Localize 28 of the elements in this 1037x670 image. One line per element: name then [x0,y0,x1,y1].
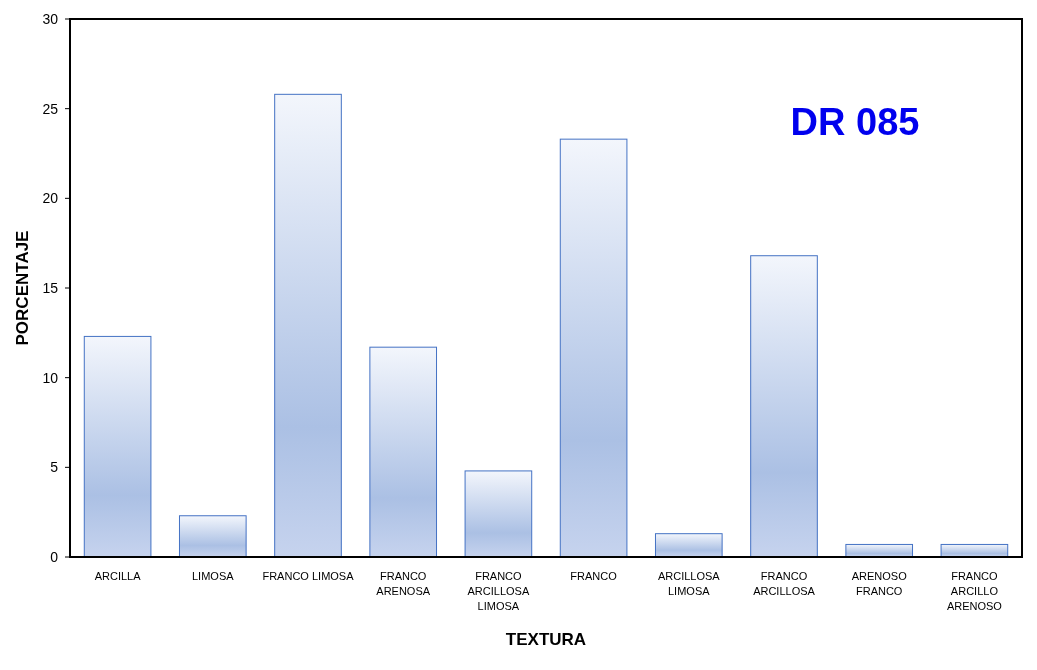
x-tick-label: LIMOSA [192,570,235,582]
y-tick-label: 15 [42,279,59,296]
bar [750,255,818,558]
bar [464,470,533,558]
bar [83,335,152,558]
y-tick-label: 10 [42,369,59,386]
y-tick-label: 25 [42,100,59,117]
x-axis-title: TEXTURA [505,630,587,649]
y-axis-title: PORCENTAJE [13,230,32,346]
x-tick-label: ARCILLOSA LIMOSA [657,570,721,597]
y-tick-label: 0 [50,548,59,565]
x-tick-label: FRANCO ARCILLO ARENOSO [946,570,1003,612]
bar [369,346,438,558]
x-tick-label: FRANCO ARCILLOSA [753,570,816,597]
y-tick-label: 20 [42,190,59,207]
y-tick-label: 30 [42,10,59,27]
bar [274,93,342,558]
x-tick-label: FRANCO [570,570,618,582]
y-tick-label: 5 [50,459,59,476]
bar [559,138,628,558]
x-tick-label: FRANCO LIMOSA [262,570,355,582]
x-tick-label: ARENOSO FRANCO [851,570,908,597]
annotation: DR 085 [790,101,920,143]
x-tick-label: FRANCO ARCILLOSA LIMOSA [467,570,530,612]
bar [654,533,723,558]
bar [178,515,247,558]
x-tick-label: FRANCO ARENOSA [376,570,431,597]
x-tick-label: ARCILLA [94,570,142,582]
